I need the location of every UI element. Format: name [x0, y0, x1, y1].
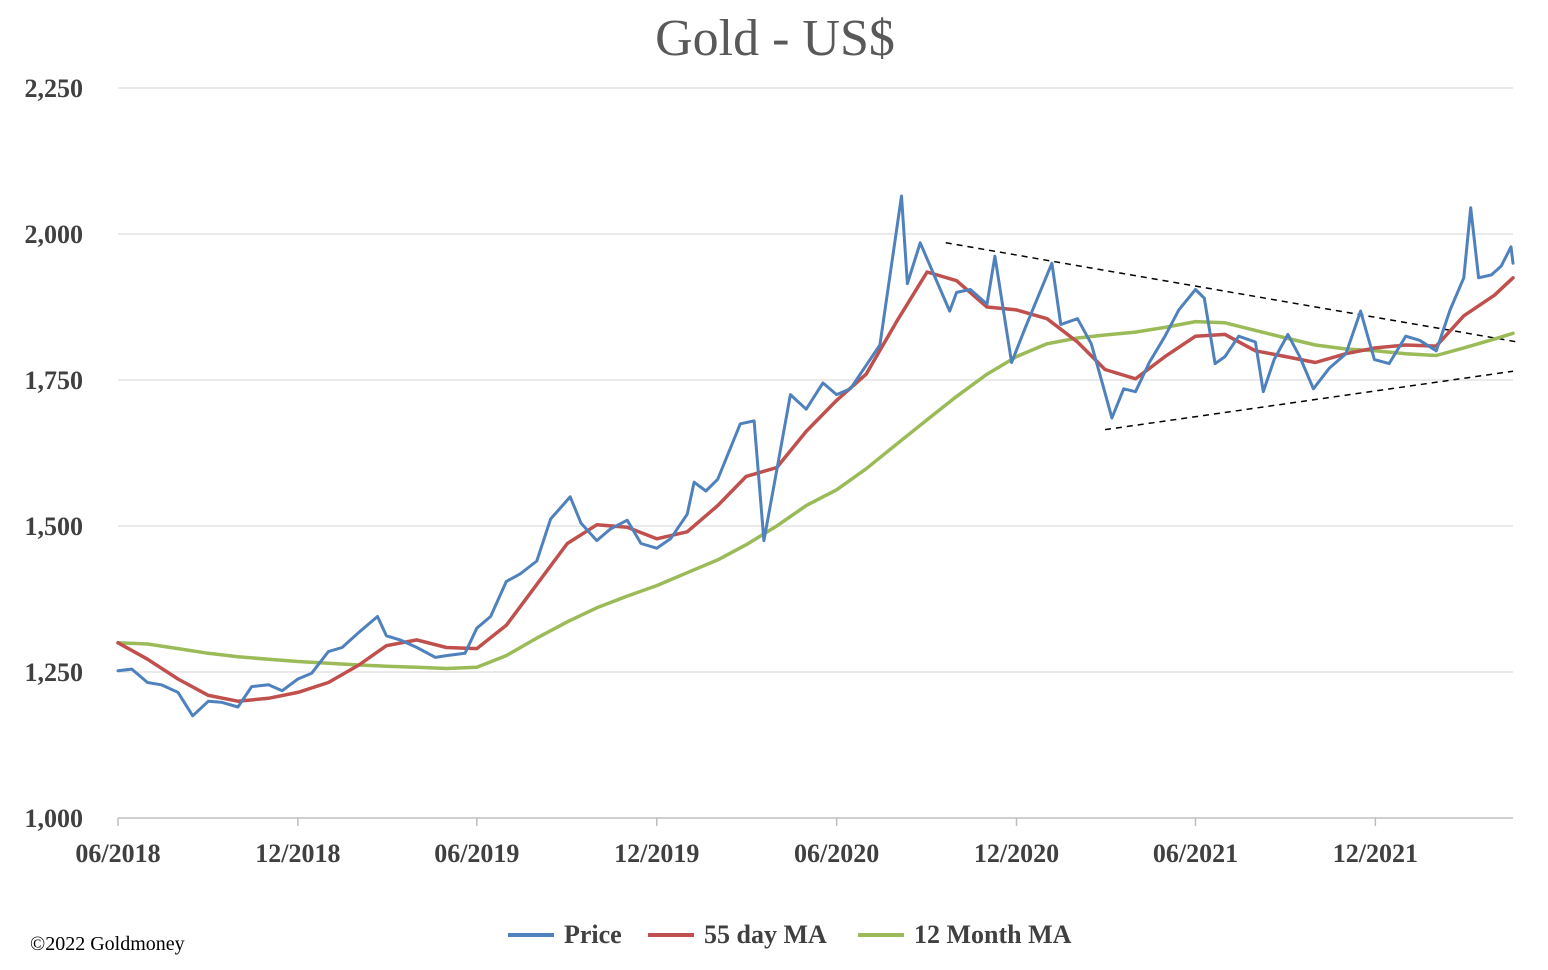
x-tick-label: 12/2020: [974, 839, 1059, 868]
y-tick-label: 2,000: [25, 220, 84, 249]
y-tick-label: 1,500: [25, 512, 84, 541]
legend-label-price: Price: [564, 920, 622, 949]
series-line-12-month-ma: [116, 319, 1515, 671]
x-tick-label: 12/2019: [614, 839, 699, 868]
trendlines: [945, 242, 1519, 431]
legend-label-12-month-ma: 12 Month MA: [914, 920, 1072, 949]
axes: 1,000 1,250 1,500 1,750 2,000 2,250 06/2018 12/…: [25, 74, 1513, 868]
series-line-55-day-ma: [116, 270, 1515, 703]
x-tick-label: 12/2021: [1333, 839, 1418, 868]
x-tick-label: 06/2020: [794, 839, 879, 868]
trendline: [945, 242, 1519, 343]
y-tick-label: 1,750: [25, 366, 84, 395]
legend-label-55-day-ma: 55 day MA: [704, 920, 827, 949]
copyright-text: ©2022 Goldmoney: [30, 933, 185, 955]
x-tick-label: 06/2019: [434, 839, 519, 868]
y-tick-label: 1,000: [25, 804, 84, 833]
x-tick-label: 06/2021: [1153, 839, 1238, 868]
series-lines: [116, 194, 1515, 718]
legend: Price 55 day MA 12 Month MA: [508, 920, 1072, 949]
y-tick-label: 1,250: [25, 658, 84, 687]
chart-title: Gold - US$: [655, 10, 895, 67]
x-tick-label: 12/2018: [255, 839, 340, 868]
trendline: [1104, 370, 1514, 431]
y-tick-label: 2,250: [25, 74, 84, 103]
gridlines: [118, 87, 1513, 673]
x-tick-label: 06/2018: [75, 839, 160, 868]
series-line-price: [116, 194, 1515, 718]
